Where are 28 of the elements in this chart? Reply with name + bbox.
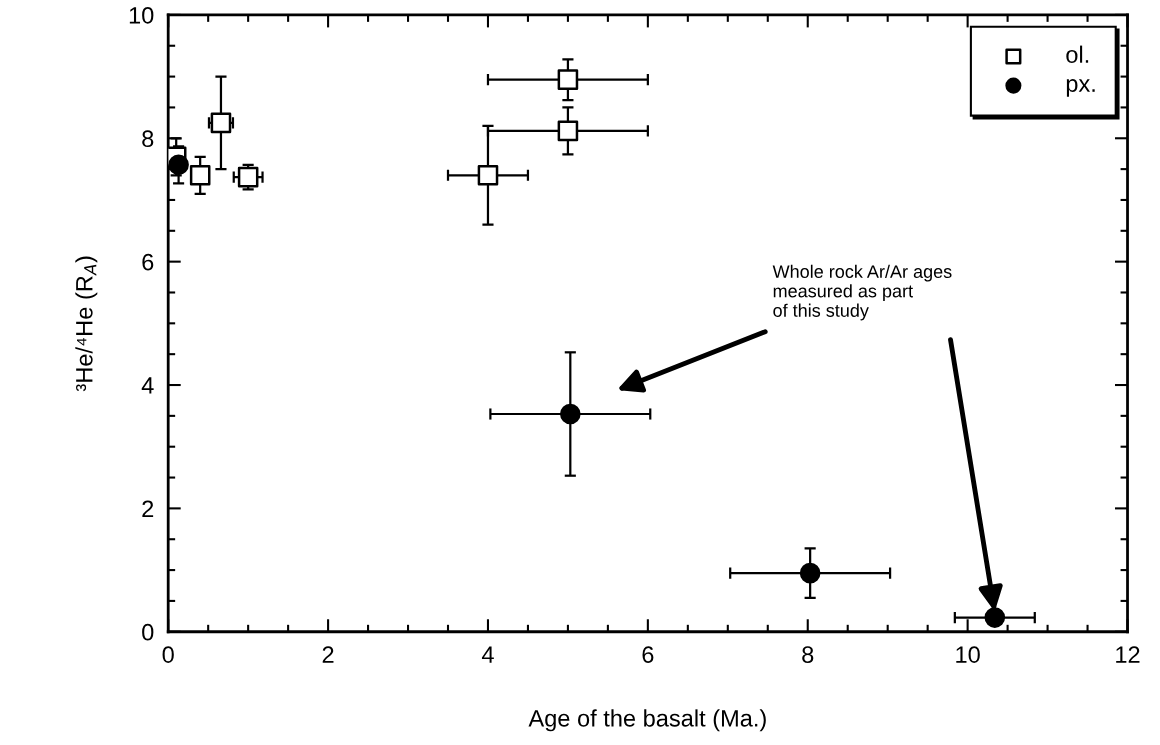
point (557, 69, 579, 90)
y-tick-label: 0 (142, 623, 154, 641)
x-tick-label: 4 (481, 646, 494, 663)
point (557, 120, 579, 142)
x-tick-label: 0 (162, 646, 174, 663)
legend-label: px. (1066, 79, 1095, 97)
y-tick-label: 10 (129, 6, 154, 24)
point (237, 166, 259, 188)
y-tick-label: 4 (141, 377, 154, 394)
x-axis-title: Age of the basalt (Ma.) (528, 709, 766, 732)
x-tick-label: 6 (642, 646, 654, 663)
y-tick-label: 8 (142, 130, 154, 148)
point (210, 112, 232, 134)
annotation: Whole rock Ar/Ar ages measured as part of this study (772, 264, 952, 321)
x-tick-label: 12 (1116, 646, 1140, 663)
y-tick-label: 6 (142, 253, 154, 271)
point (477, 164, 499, 186)
x-tick-label: 8 (802, 646, 814, 663)
y-axis-title: ³He/⁴He (R$_{A}$) (75, 256, 98, 392)
point (560, 403, 581, 425)
legend-label: ol. (1066, 45, 1089, 63)
x-tick-label: 2 (322, 646, 334, 663)
point (799, 562, 821, 584)
point (168, 154, 189, 176)
point (984, 607, 1006, 628)
y-tick-label: 2 (142, 500, 154, 517)
x-tick-label: 10 (956, 646, 980, 663)
point (189, 164, 211, 186)
